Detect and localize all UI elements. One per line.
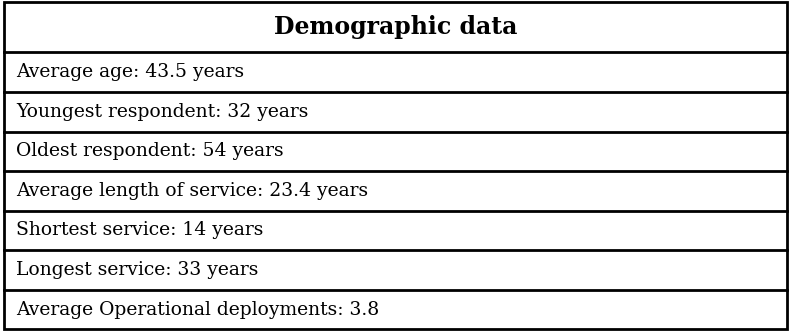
Text: Shortest service: 14 years: Shortest service: 14 years (16, 221, 263, 239)
Text: Demographic data: Demographic data (274, 15, 517, 39)
Text: Longest service: 33 years: Longest service: 33 years (16, 261, 258, 279)
Text: Average age: 43.5 years: Average age: 43.5 years (16, 63, 244, 81)
Text: Average Operational deployments: 3.8: Average Operational deployments: 3.8 (16, 301, 379, 318)
Text: Oldest respondent: 54 years: Oldest respondent: 54 years (16, 142, 283, 160)
Text: Youngest respondent: 32 years: Youngest respondent: 32 years (16, 103, 308, 121)
Text: Average length of service: 23.4 years: Average length of service: 23.4 years (16, 182, 368, 200)
